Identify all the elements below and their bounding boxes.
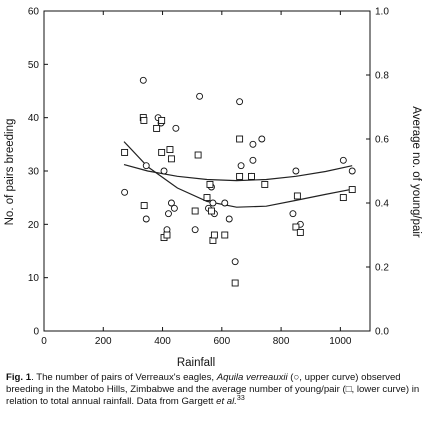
right-y-tick-label: 0.8 <box>375 71 389 82</box>
left-y-tick-label: 50 <box>28 60 40 71</box>
circle-point <box>170 204 178 212</box>
circle-series-pairs-breeding <box>121 76 356 266</box>
right-y-tick-label: 0.4 <box>375 199 389 210</box>
circle-point <box>165 210 172 218</box>
x-tick-label: 400 <box>154 336 171 347</box>
circle-point <box>339 156 347 164</box>
square-point <box>339 194 347 202</box>
square-point <box>210 231 218 239</box>
square-point <box>166 146 174 154</box>
circle-point <box>196 92 204 100</box>
square-point <box>140 202 148 210</box>
square-point <box>153 124 161 132</box>
circle-point <box>139 76 147 84</box>
square-point <box>207 207 215 215</box>
right-y-tick-label: 0.6 <box>375 135 389 146</box>
circle-point <box>142 215 150 223</box>
x-tick-label: 600 <box>213 336 230 347</box>
circle-point <box>237 162 245 170</box>
square-point <box>231 279 239 287</box>
square-point <box>158 116 166 124</box>
square-point <box>206 180 214 188</box>
circle-point <box>231 258 239 266</box>
square-point <box>194 151 202 159</box>
caption-et-al: et al. <box>216 396 237 408</box>
square-point <box>292 223 300 231</box>
square-point <box>167 155 175 163</box>
circle-point <box>160 167 168 175</box>
circle-point <box>258 135 266 143</box>
square-point <box>293 192 301 200</box>
x-axis-title: Rainfall <box>177 357 215 369</box>
circle-point <box>142 162 150 170</box>
square-point <box>221 231 229 239</box>
square-point <box>140 116 148 124</box>
x-tick-label: 1000 <box>329 336 352 347</box>
circle-point <box>167 199 175 207</box>
square-point <box>236 135 244 143</box>
species-name: Aquila verreauxii <box>216 372 288 383</box>
square-point <box>203 194 211 202</box>
fitted-curves <box>123 141 353 208</box>
left-y-tick-label: 20 <box>28 220 40 231</box>
figure-label: Fig. 1 <box>6 372 32 383</box>
square-point <box>296 228 304 236</box>
square-point <box>236 172 244 180</box>
left-y-tick-label: 40 <box>28 113 40 124</box>
x-tick-label: 0 <box>41 336 47 347</box>
lower-curve <box>123 141 353 208</box>
circle-point <box>289 210 297 218</box>
circle-point <box>348 167 356 175</box>
circle-point <box>209 199 217 207</box>
circle-point <box>236 98 244 106</box>
plot-frame <box>43 10 371 332</box>
left-y-axis-title: No. of pairs breeding <box>4 119 16 226</box>
square-point <box>348 186 356 194</box>
upper-curve <box>123 164 353 182</box>
square-series-young-per-pair <box>121 114 356 287</box>
caption-text-part-1: . The number of pairs of Verreaux's eagl… <box>31 372 217 383</box>
left-y-tick-label: 60 <box>28 7 40 18</box>
right-y-tick-label: 0.0 <box>375 327 389 338</box>
square-point <box>121 148 129 156</box>
right-y-tick-label: 1.0 <box>375 7 389 18</box>
dual-axis-scatter-chart: 0 200 400 600 800 1000 0 10 20 30 40 50 60 0.0 0.2 0.4 0… <box>4 7 422 370</box>
chart-axes <box>43 10 371 332</box>
circle-point <box>191 226 199 234</box>
left-y-tick-label: 10 <box>28 273 40 284</box>
square-point <box>163 231 171 239</box>
square-point <box>191 207 199 215</box>
circle-point <box>225 215 233 223</box>
circle-point <box>249 156 257 164</box>
square-point <box>158 148 166 156</box>
tick-labels: 0 200 400 600 800 1000 0 10 20 30 40 50 60 0.0 0.2 0.4 0… <box>28 7 389 348</box>
reference-number: 33 <box>236 395 245 403</box>
left-y-tick-label: 30 <box>28 167 40 178</box>
left-y-tick-label: 0 <box>33 327 39 338</box>
x-tick-label: 200 <box>95 336 112 347</box>
circle-point <box>292 167 300 175</box>
right-y-axis-title: Average no. of young/pair <box>410 106 422 238</box>
circle-point <box>121 188 129 196</box>
square-point <box>248 172 255 180</box>
right-y-tick-label: 0.2 <box>375 263 389 274</box>
circle-point <box>249 140 257 148</box>
circle-point <box>221 199 229 207</box>
figure-caption: Fig. 1. The number of pairs of Verreaux'… <box>6 372 420 409</box>
caption-text-part-2: (○, upper curve) observed breeding in th… <box>6 372 420 408</box>
square-point <box>261 180 269 188</box>
x-tick-label: 800 <box>273 336 290 347</box>
circle-point <box>172 124 180 132</box>
